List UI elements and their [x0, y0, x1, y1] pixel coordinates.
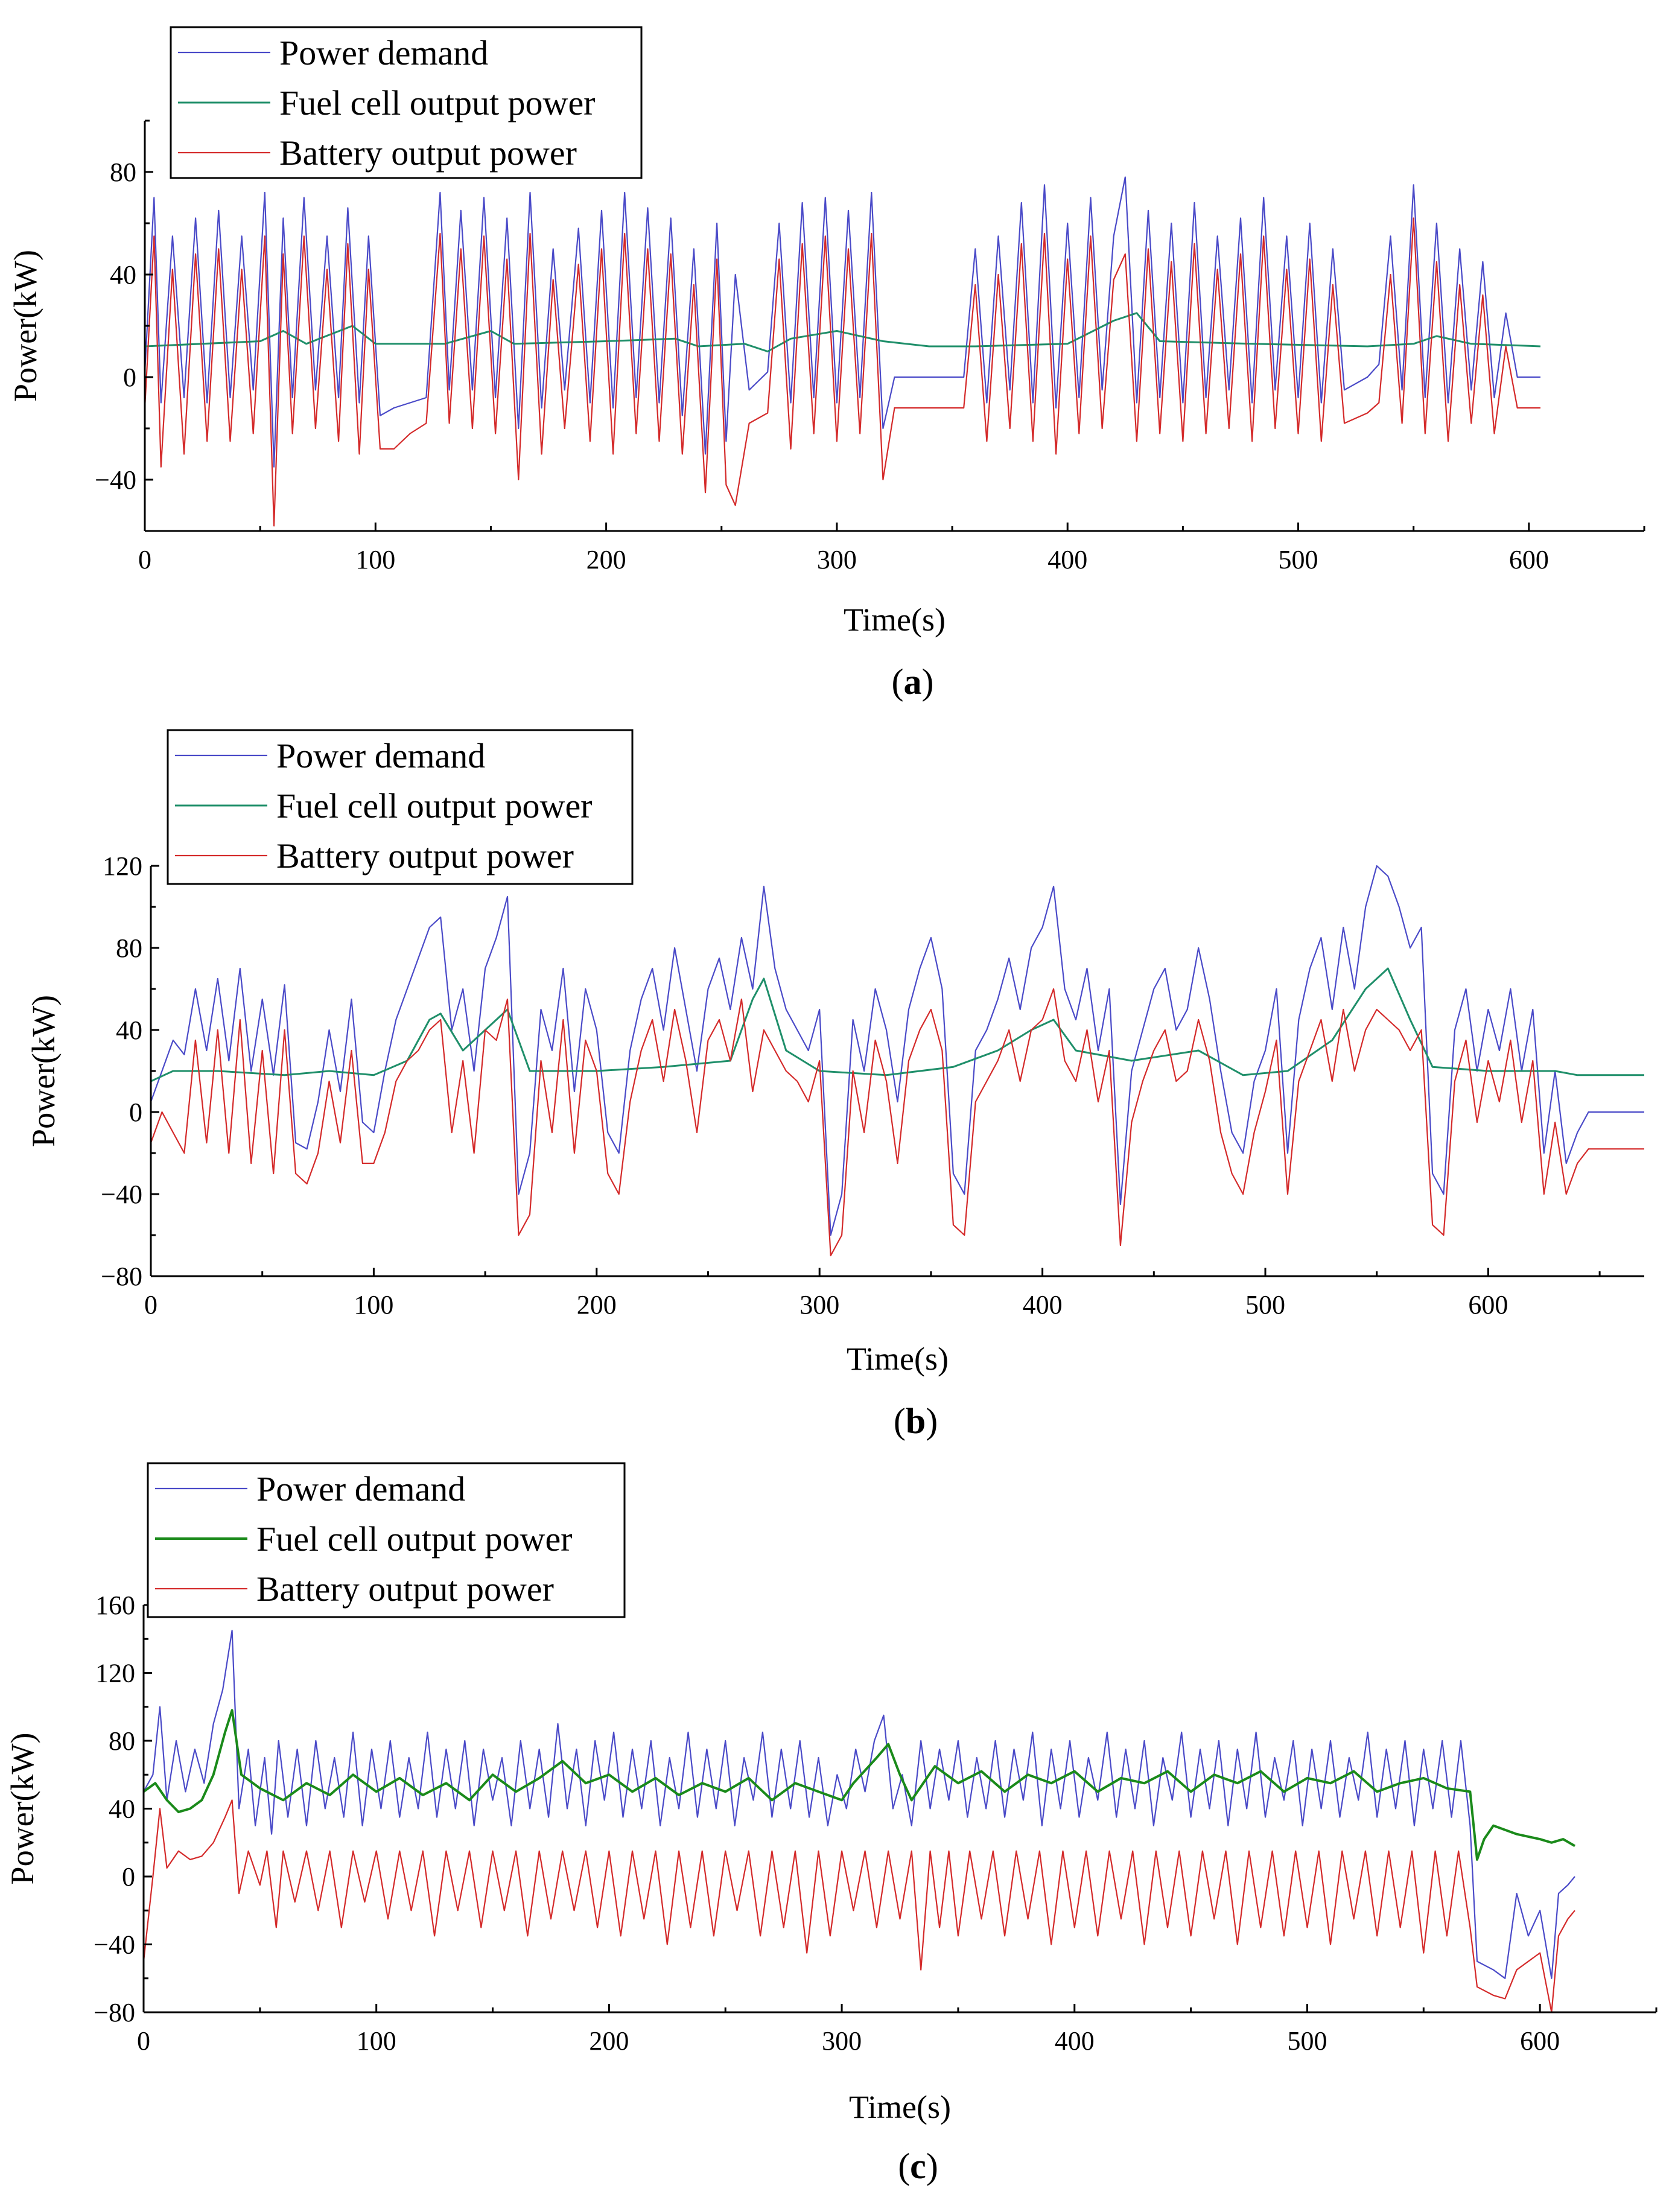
caption-paren-open: ( — [892, 662, 904, 702]
caption-paren-open: ( — [894, 1401, 906, 1441]
chart-panel-c: 0 100 200 300 400 500 600 −80 −40 0 40 80 120 160 Time… — [4, 1462, 1658, 2186]
y-tick-label: 40 — [109, 1794, 135, 1824]
x-tick-label: 400 — [1047, 545, 1087, 574]
y-tick-label: 0 — [129, 1098, 142, 1127]
legend-label: Battery output power — [256, 1569, 554, 1609]
x-tick-label: 600 — [1520, 2026, 1560, 2056]
series-group — [151, 865, 1644, 1257]
legend-label: Power demand — [279, 33, 488, 72]
panel-caption: (b) — [894, 1401, 938, 1441]
y-axis-title: Power(kW) — [25, 995, 62, 1147]
caption-letter: a — [904, 662, 922, 702]
x-axis-title: Time(s) — [849, 2089, 951, 2125]
series-line-power-demand — [145, 176, 1540, 468]
x-tick-label: 0 — [138, 545, 151, 574]
legend: Power demand Fuel cell output power Batter… — [147, 1462, 626, 1618]
x-tick-label: 100 — [354, 1290, 393, 1320]
series-line-power-demand — [151, 865, 1644, 1236]
x-tick-label: 100 — [355, 545, 395, 574]
y-tick-label: 40 — [110, 260, 136, 290]
panel-caption: (a) — [892, 662, 934, 702]
x-tick-label: 200 — [586, 545, 626, 574]
x-tick-label: 300 — [822, 2026, 862, 2056]
y-tick-label: −40 — [95, 465, 136, 495]
series-line-fuel-cell-output-power — [144, 1709, 1576, 1861]
y-tick-label: 120 — [103, 851, 142, 881]
x-tick-label: 600 — [1468, 1290, 1508, 1320]
legend: Power demand Fuel cell output power Batter… — [167, 729, 634, 885]
x-tick-label: 600 — [1509, 545, 1549, 574]
x-tick-label: 300 — [817, 545, 857, 574]
x-tick-label: 500 — [1287, 2026, 1327, 2056]
y-tick-label: −80 — [101, 1262, 142, 1291]
x-tick-label: 500 — [1245, 1290, 1285, 1320]
y-axis-title: Power(kW) — [7, 250, 43, 402]
x-tick-label: 200 — [589, 2026, 629, 2056]
legend-label: Power demand — [276, 736, 485, 775]
legend-label: Battery output power — [279, 133, 577, 173]
y-axis-title: Power(kW) — [4, 1733, 40, 1885]
x-axis-title: Time(s) — [844, 602, 946, 638]
caption-paren-close: ) — [922, 662, 934, 702]
legend-label: Battery output power — [276, 836, 574, 876]
y-tick-label: 160 — [95, 1591, 135, 1620]
x-tick-label: 300 — [799, 1290, 839, 1320]
series-line-battery-output-power — [145, 217, 1540, 527]
legend: Power demand Fuel cell output power Batter… — [170, 26, 643, 179]
series-group — [145, 176, 1541, 527]
x-tick-label: 0 — [144, 1290, 157, 1320]
legend-label: Power demand — [256, 1469, 465, 1508]
y-tick-label: −40 — [101, 1180, 142, 1209]
y-tick-label: 80 — [109, 1726, 135, 1756]
legend-label: Fuel cell output power — [276, 786, 593, 825]
y-tick-label: 120 — [95, 1659, 135, 1688]
legend-label: Fuel cell output power — [256, 1519, 573, 1559]
series-line-battery-output-power — [144, 1799, 1575, 2012]
chart-panel-a: 0 100 200 300 400 500 600 −40 0 40 80 Time(s) Power(… — [7, 26, 1645, 702]
chart-panel-b: 0 100 200 300 400 500 600 −80 −40 0 40 80 120 Time(s)… — [25, 729, 1644, 1441]
series-group — [144, 1630, 1576, 2012]
series-line-battery-output-power — [151, 988, 1644, 1257]
y-tick-label: 80 — [116, 933, 142, 963]
x-tick-label: 0 — [137, 2026, 150, 2056]
y-tick-label: 40 — [116, 1015, 142, 1045]
y-tick-label: 0 — [123, 363, 136, 392]
legend-label: Fuel cell output power — [279, 83, 596, 122]
y-tick-label: −40 — [94, 1930, 135, 1960]
y-tick-label: −80 — [94, 1998, 135, 2027]
caption-paren-close: ) — [926, 1401, 938, 1441]
panel-caption: (c) — [898, 2146, 938, 2186]
x-tick-label: 200 — [577, 1290, 617, 1320]
y-tick-label: 80 — [110, 157, 136, 187]
y-tick-label: 0 — [122, 1862, 135, 1892]
caption-letter: b — [906, 1401, 926, 1441]
x-tick-label: 400 — [1023, 1290, 1063, 1320]
series-line-power-demand — [144, 1630, 1575, 1979]
caption-paren-open: ( — [898, 2146, 910, 2186]
x-tick-label: 100 — [357, 2026, 396, 2056]
x-axis-title: Time(s) — [847, 1341, 949, 1377]
x-tick-label: 400 — [1055, 2026, 1095, 2056]
series-line-fuel-cell-output-power — [145, 312, 1541, 352]
x-tick-label: 500 — [1279, 545, 1318, 574]
caption-letter: c — [910, 2146, 926, 2186]
caption-paren-close: ) — [926, 2146, 938, 2186]
